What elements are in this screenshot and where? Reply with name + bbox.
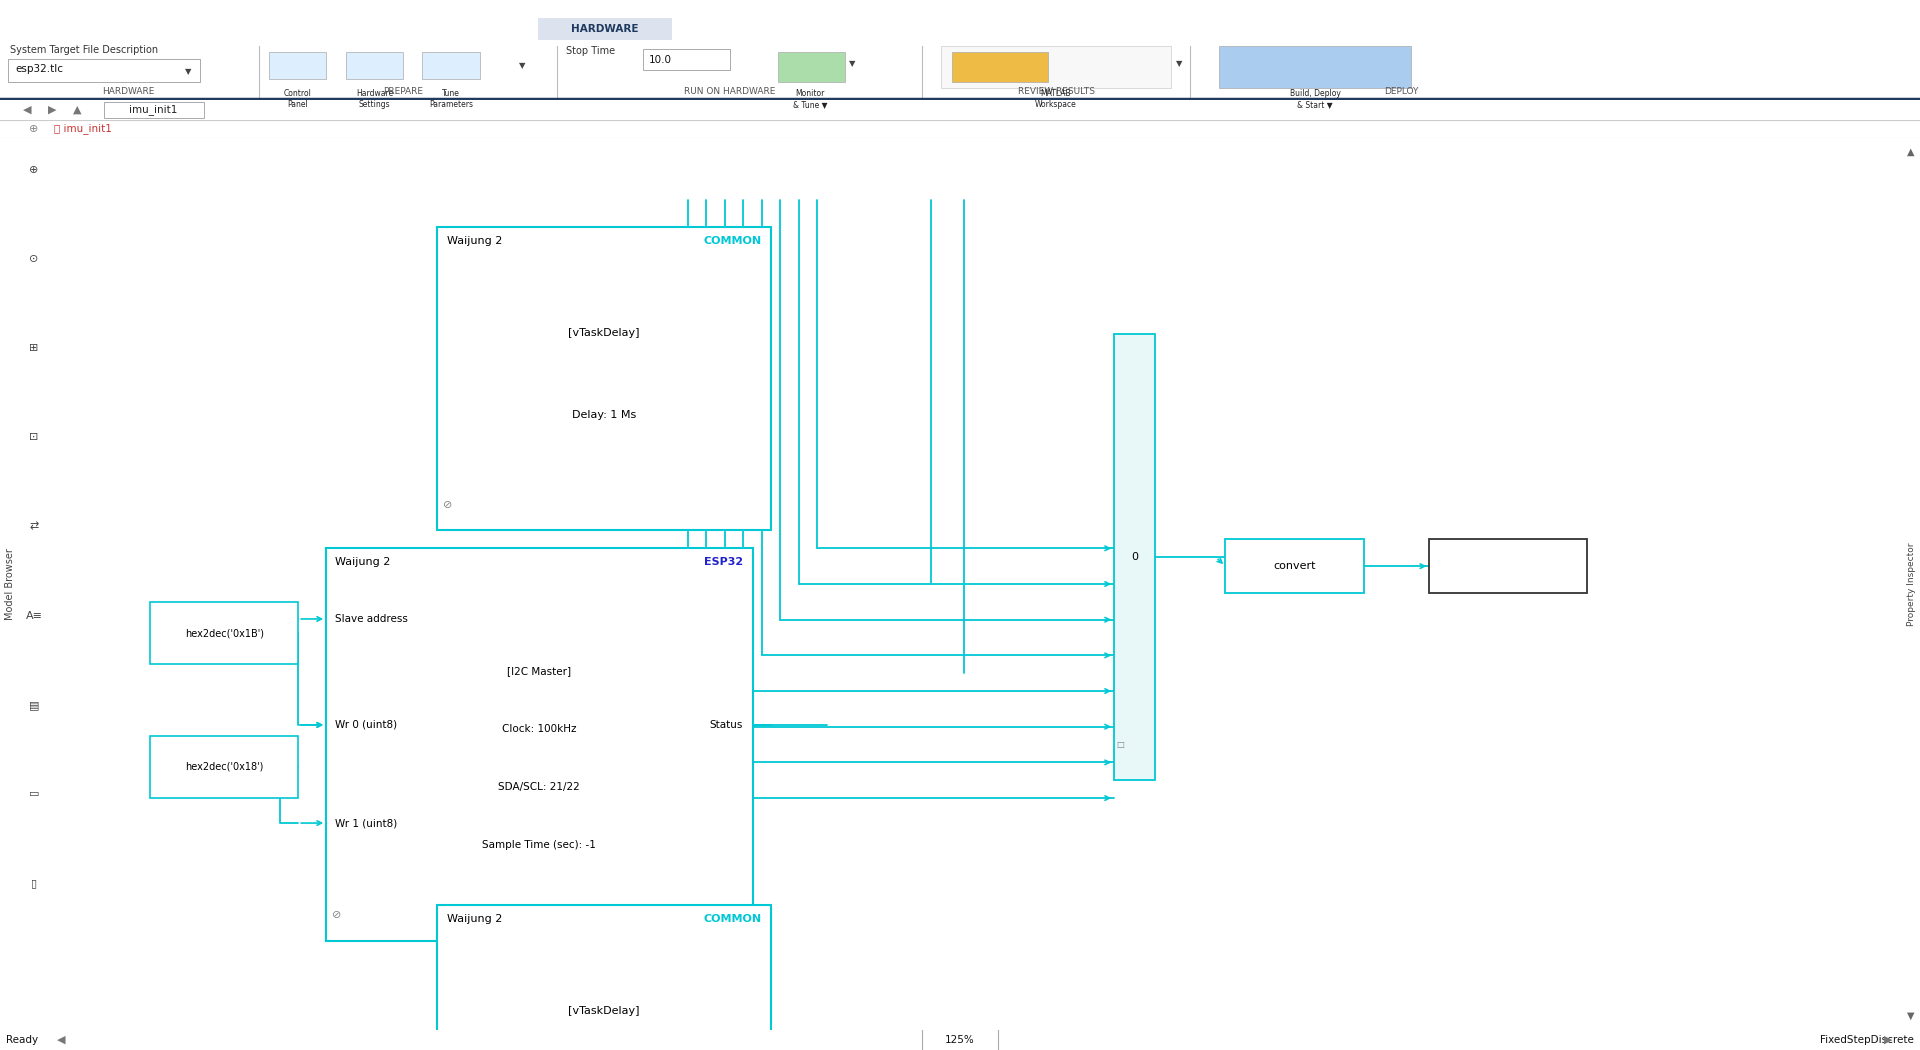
Text: imu_init1 - Simulink: imu_init1 - Simulink [10, 3, 113, 15]
Text: Model Browser: Model Browser [6, 548, 15, 620]
FancyBboxPatch shape [941, 46, 1171, 88]
Text: [vTaskDelay]: [vTaskDelay] [568, 1006, 639, 1016]
Text: Hardware
Settings: Hardware Settings [355, 89, 394, 108]
Text: ▲: ▲ [1907, 147, 1914, 156]
Text: PREPARE: PREPARE [384, 87, 422, 96]
Text: Clock: 100kHz: Clock: 100kHz [501, 724, 576, 734]
Text: HARDWARE: HARDWARE [570, 24, 639, 34]
Text: SIMULATION: SIMULATION [50, 24, 123, 34]
Text: Monitor
& Tune ▼: Monitor & Tune ▼ [793, 89, 828, 108]
Text: 🔴 imu_init1: 🔴 imu_init1 [54, 124, 111, 134]
FancyBboxPatch shape [346, 52, 403, 79]
FancyBboxPatch shape [269, 52, 326, 79]
Text: ⊞: ⊞ [29, 343, 38, 353]
Text: □: □ [1116, 740, 1123, 749]
Text: 125%: 125% [945, 1035, 975, 1045]
Text: ⇄: ⇄ [29, 522, 38, 531]
Text: Control
Panel: Control Panel [284, 89, 311, 108]
Text: ▲: ▲ [73, 105, 81, 116]
FancyBboxPatch shape [150, 736, 298, 798]
Text: ▼: ▼ [184, 67, 192, 76]
Text: MODELING: MODELING [305, 24, 367, 34]
Text: Slave address: Slave address [336, 614, 409, 624]
Text: ▭: ▭ [29, 790, 38, 799]
Text: esp32.tlc: esp32.tlc [15, 64, 63, 75]
Text: 0: 0 [1131, 552, 1139, 562]
Text: ▼: ▼ [1175, 60, 1183, 68]
Text: APPS: APPS [724, 24, 755, 34]
FancyBboxPatch shape [422, 52, 480, 79]
Text: Property Inspector: Property Inspector [1907, 542, 1916, 626]
Text: ⊘: ⊘ [444, 500, 453, 510]
FancyBboxPatch shape [538, 18, 672, 40]
FancyBboxPatch shape [1225, 540, 1365, 593]
FancyBboxPatch shape [1114, 334, 1154, 780]
Text: Wr 0 (uint8): Wr 0 (uint8) [336, 720, 397, 730]
Text: Stop Time: Stop Time [566, 46, 616, 56]
FancyBboxPatch shape [104, 102, 204, 119]
Text: MATLAB
Workspace: MATLAB Workspace [1035, 89, 1077, 108]
Text: hex2dec('0x18'): hex2dec('0x18') [184, 762, 263, 772]
Text: ⊕: ⊕ [29, 165, 38, 174]
FancyBboxPatch shape [150, 1038, 298, 1050]
FancyBboxPatch shape [8, 59, 200, 82]
Text: ▶: ▶ [48, 105, 56, 116]
Text: imu_init1: imu_init1 [129, 105, 179, 116]
Text: ▶: ▶ [1884, 1035, 1893, 1045]
Text: Waijung 2: Waijung 2 [447, 915, 501, 924]
Text: RUN ON HARDWARE: RUN ON HARDWARE [684, 87, 776, 96]
Text: Build, Deploy
& Start ▼: Build, Deploy & Start ▼ [1290, 89, 1340, 108]
Text: System Target File Description: System Target File Description [10, 45, 157, 55]
Text: COMMON: COMMON [703, 915, 762, 924]
Text: HARDWARE: HARDWARE [102, 87, 156, 96]
FancyBboxPatch shape [952, 52, 1048, 82]
Text: hex2dec('0x1B'): hex2dec('0x1B') [184, 628, 263, 638]
Text: ⊕: ⊕ [29, 124, 38, 134]
Text: A≡: A≡ [25, 611, 42, 621]
FancyBboxPatch shape [1219, 46, 1411, 88]
Text: REVIEW RESULTS: REVIEW RESULTS [1018, 87, 1094, 96]
Text: ◀: ◀ [58, 1035, 65, 1045]
Text: ▯: ▯ [31, 879, 36, 888]
Text: FORMAT: FORMAT [445, 24, 495, 34]
Text: Wr 1 (uint8): Wr 1 (uint8) [336, 818, 397, 828]
Text: ⊘: ⊘ [332, 910, 342, 921]
Text: convert: convert [1273, 561, 1315, 571]
FancyBboxPatch shape [643, 49, 730, 70]
FancyBboxPatch shape [326, 548, 753, 941]
Text: ◀: ◀ [23, 105, 31, 116]
FancyBboxPatch shape [438, 905, 772, 1050]
Text: SDA/SCL: 21/22: SDA/SCL: 21/22 [499, 782, 580, 792]
Text: Tune
Parameters: Tune Parameters [430, 89, 472, 108]
Text: DEBUG: DEBUG [180, 24, 223, 34]
Text: Delay: 1 Ms: Delay: 1 Ms [572, 411, 636, 420]
Text: Sample Time (sec): -1: Sample Time (sec): -1 [482, 840, 597, 850]
Text: Waijung 2: Waijung 2 [447, 236, 501, 246]
Text: ▼: ▼ [518, 61, 526, 69]
Text: Waijung 2: Waijung 2 [336, 558, 392, 567]
FancyBboxPatch shape [438, 227, 772, 530]
Text: 10.0: 10.0 [649, 55, 672, 65]
FancyBboxPatch shape [150, 602, 298, 665]
FancyBboxPatch shape [1428, 540, 1586, 593]
Text: ▤: ▤ [29, 700, 38, 710]
Text: [I2C Master]: [I2C Master] [507, 666, 572, 676]
Text: ▼: ▼ [1907, 1011, 1914, 1021]
FancyBboxPatch shape [778, 52, 845, 82]
Text: FixedStepDiscrete: FixedStepDiscrete [1820, 1035, 1914, 1045]
Text: ESP32: ESP32 [705, 558, 743, 567]
Text: Ready: Ready [6, 1035, 38, 1045]
Text: DEPLOY: DEPLOY [1384, 87, 1419, 96]
Text: COMMON: COMMON [703, 236, 762, 246]
Text: ⊙: ⊙ [29, 254, 38, 264]
Text: ▼: ▼ [849, 60, 856, 68]
Text: Status: Status [710, 720, 743, 730]
Text: [vTaskDelay]: [vTaskDelay] [568, 329, 639, 338]
Text: ⊡: ⊡ [29, 433, 38, 442]
